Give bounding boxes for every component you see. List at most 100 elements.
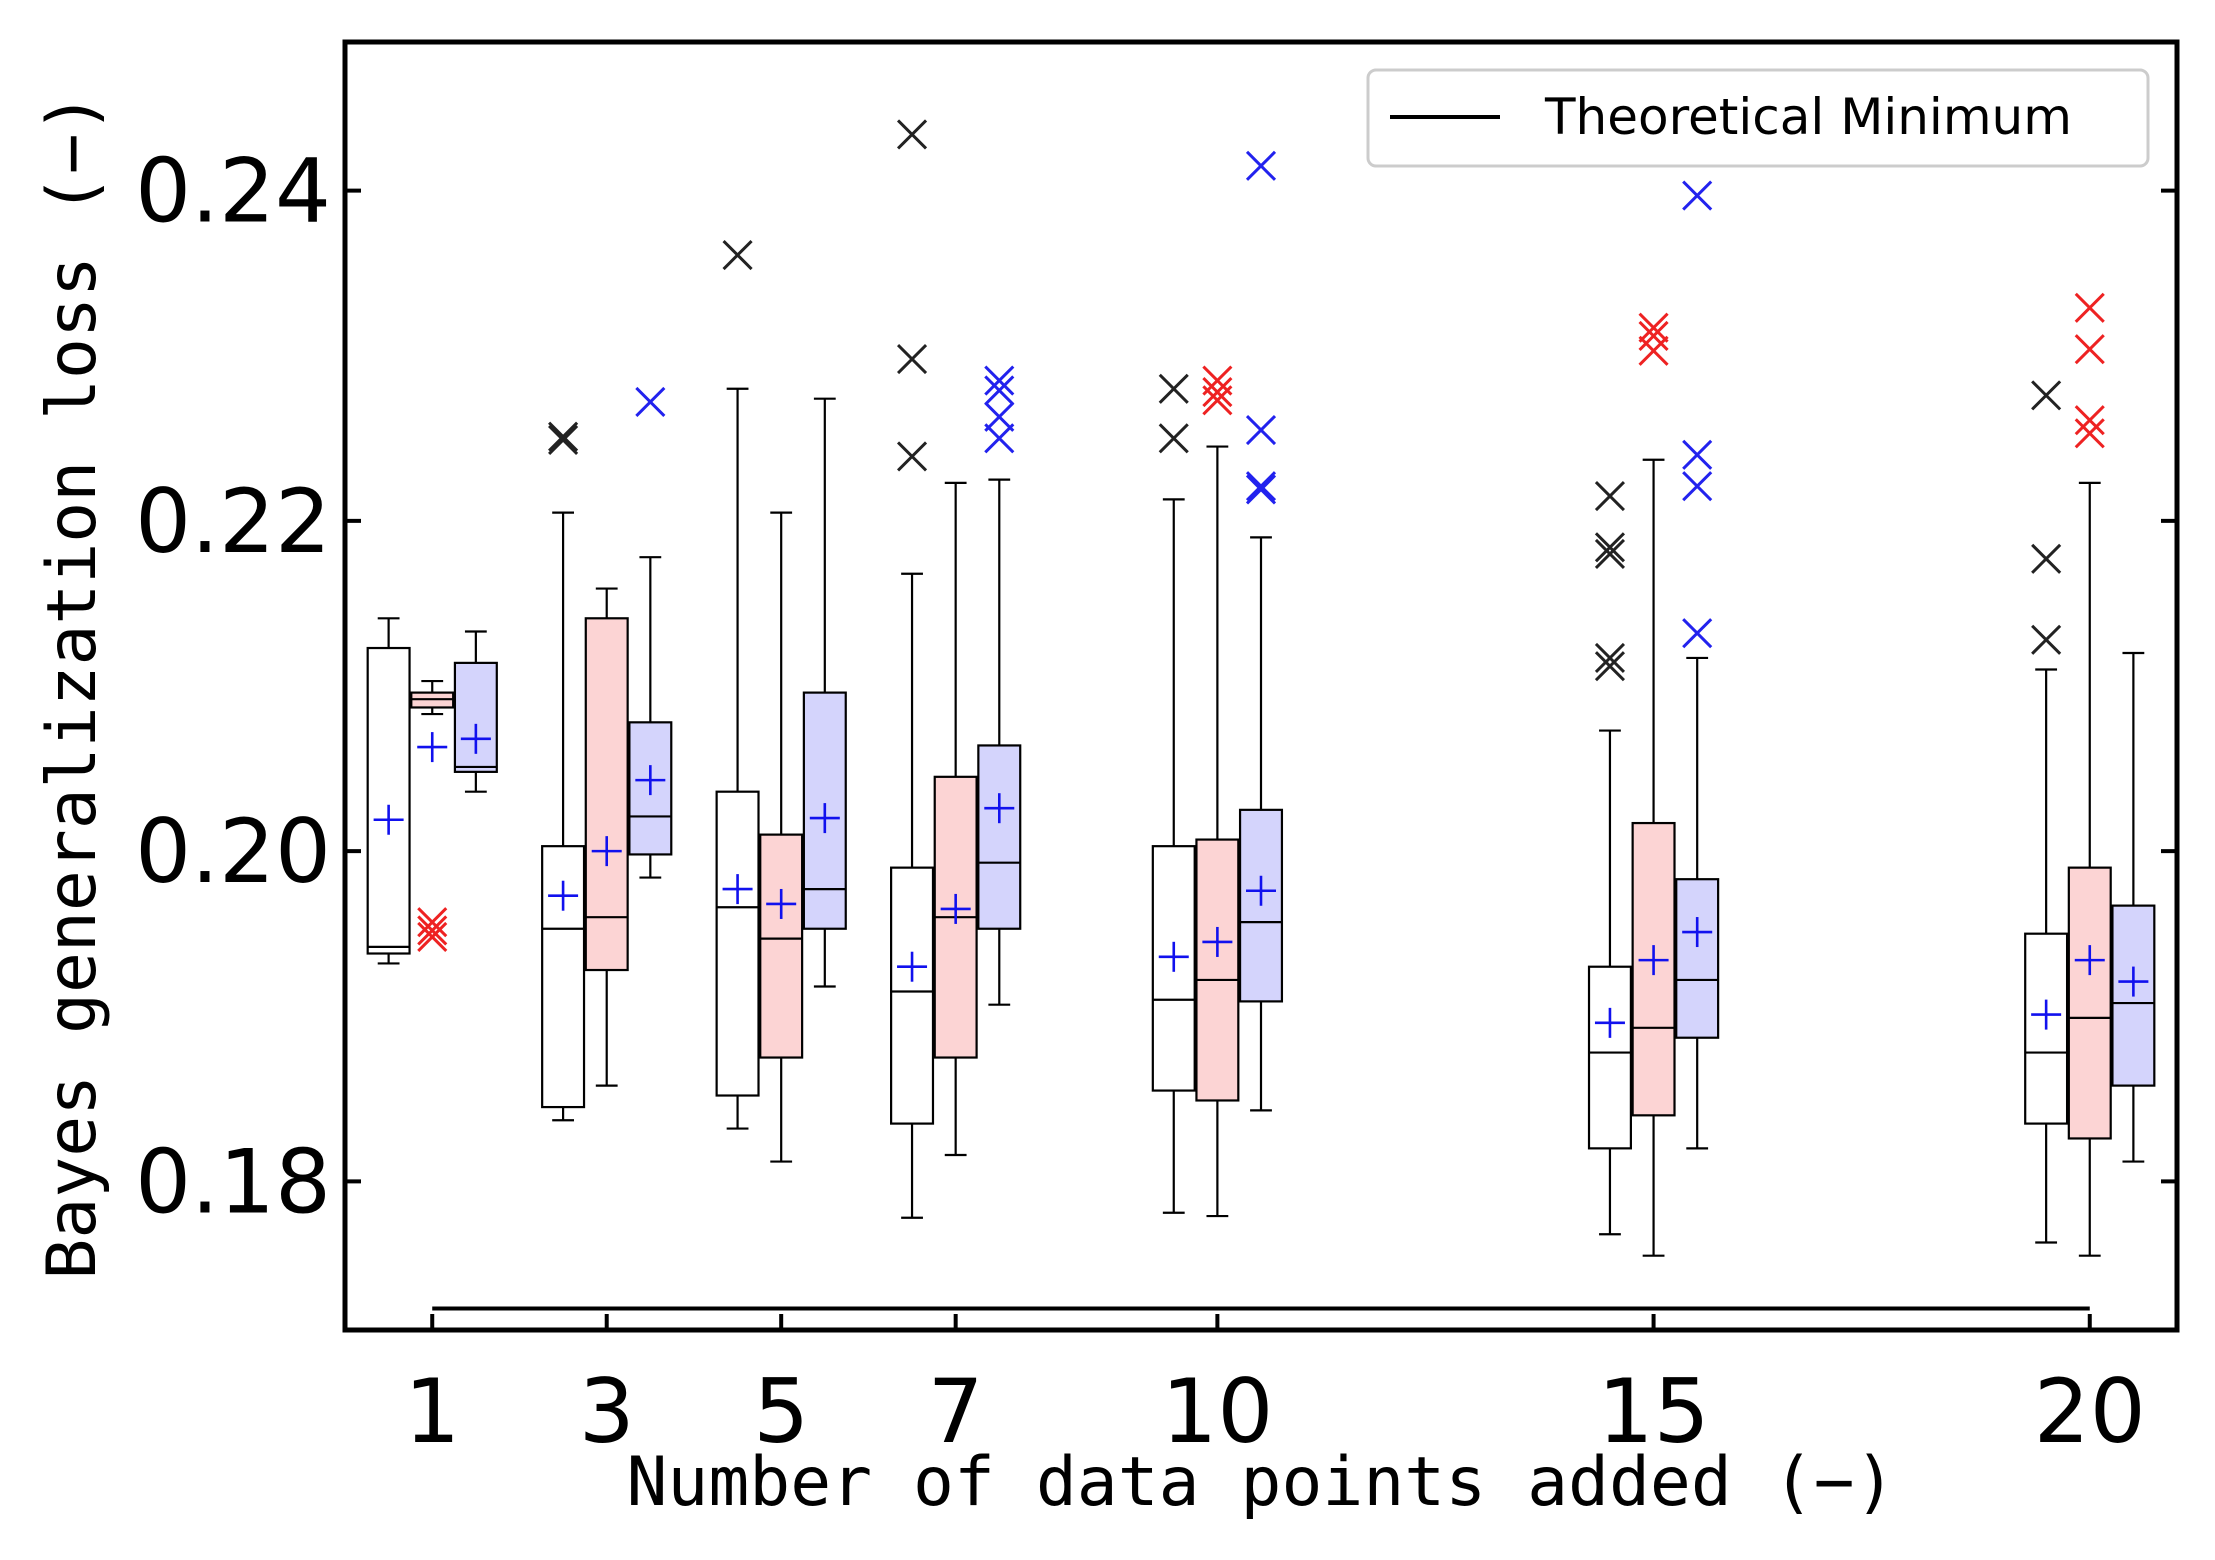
x-tick-label: 1 <box>404 1360 460 1463</box>
outlier-marker <box>417 921 448 953</box>
outlier-marker <box>2074 292 2105 323</box>
legend-label: Theoretical Minimum <box>1544 88 2072 146</box>
outlier-stroke <box>1594 532 1626 563</box>
outlier-marker <box>2031 380 2062 411</box>
x-ticks: 1 3 5 7 10 15 20 <box>404 1314 2146 1463</box>
outlier-stroke <box>1245 414 1277 446</box>
box-blue-3 <box>628 386 673 879</box>
box-blue-5 <box>802 397 847 988</box>
outlier-stroke <box>417 915 448 946</box>
outlier-stroke <box>1682 180 1713 211</box>
outlier-stroke <box>1158 373 1189 404</box>
y-tick-label: 0.22 <box>135 470 331 573</box>
outlier-marker <box>1682 439 1713 470</box>
box-white-3 <box>541 421 586 1122</box>
outlier-marker <box>2074 405 2105 436</box>
outlier-marker <box>1245 474 1277 505</box>
plot-frame <box>342 39 2180 1333</box>
box-white-7 <box>890 119 935 1219</box>
outlier-marker <box>417 915 448 946</box>
outlier-stroke <box>984 375 1015 406</box>
series-blue <box>453 150 2156 1163</box>
outlier-stroke <box>896 343 928 375</box>
outlier-marker <box>1682 180 1713 211</box>
outlier-stroke <box>2074 418 2105 449</box>
outlier-marker <box>1245 414 1277 446</box>
y-tick-label: 0.24 <box>135 140 331 243</box>
box-red-15 <box>1631 312 1676 1257</box>
x-tick-label: 7 <box>928 1360 984 1463</box>
outlier-stroke <box>548 424 579 456</box>
series-red <box>410 292 2112 1257</box>
outlier-marker <box>417 907 448 938</box>
box-iqr <box>715 790 760 1097</box>
outlier-stroke <box>1202 377 1233 408</box>
x-axis-title: Number of data points added (−) <box>626 1443 1895 1522</box>
box-white-15 <box>1587 481 1632 1236</box>
outlier-marker <box>1202 385 1233 416</box>
outlier-stroke <box>1638 335 1669 366</box>
outlier-stroke <box>417 921 448 953</box>
outlier-stroke <box>1594 651 1626 682</box>
box-red-7 <box>933 481 978 1157</box>
outlier-marker <box>1158 423 1189 454</box>
y-axis-title: Bayes generalization loss (−) <box>33 92 112 1279</box>
box-white-5 <box>715 239 760 1130</box>
outlier-marker <box>548 424 579 456</box>
outlier-stroke <box>1202 385 1233 416</box>
outlier-stroke <box>896 441 928 472</box>
outlier-stroke <box>1594 481 1626 512</box>
box-blue-20 <box>2111 651 2156 1163</box>
box-red-10 <box>1195 365 1240 1218</box>
outlier-stroke <box>984 365 1015 396</box>
outlier-stroke <box>896 119 928 150</box>
box-blue-7 <box>977 365 1022 1006</box>
x-tick-label: 5 <box>753 1360 809 1463</box>
outlier-marker <box>1594 651 1626 682</box>
outlier-marker <box>2074 334 2105 365</box>
outlier-marker <box>2031 624 2062 655</box>
outlier-marker <box>984 375 1015 406</box>
outlier-stroke <box>1638 320 1669 351</box>
outlier-stroke <box>1245 474 1277 505</box>
outlier-stroke <box>1594 642 1626 673</box>
outlier-stroke <box>1245 150 1277 181</box>
outlier-stroke <box>1682 439 1713 470</box>
outlier-stroke <box>2074 292 2105 323</box>
outlier-marker <box>1594 642 1626 673</box>
outlier-marker <box>1638 312 1669 343</box>
box-blue-15 <box>1675 180 1720 1150</box>
outlier-stroke <box>722 239 753 271</box>
box-iqr <box>759 833 804 1059</box>
y-tick-label: 0.18 <box>135 1130 331 1233</box>
boxes <box>366 119 2156 1257</box>
y-ticks: 0.18 0.20 0.22 0.24 <box>135 140 2177 1233</box>
outlier-stroke <box>417 907 448 938</box>
x-tick-label: 15 <box>1598 1360 1710 1463</box>
outlier-stroke <box>1158 423 1189 454</box>
box-iqr <box>584 617 629 972</box>
outlier-marker <box>896 119 928 150</box>
box-blue-10 <box>1238 150 1284 1112</box>
outlier-marker <box>896 441 928 472</box>
outlier-marker <box>1638 335 1669 366</box>
outlier-marker <box>984 423 1015 454</box>
outlier-marker <box>1202 377 1233 408</box>
outlier-marker <box>1594 532 1626 563</box>
box-iqr <box>977 744 1022 930</box>
box-white-20 <box>2024 380 2069 1244</box>
outlier-stroke <box>2031 543 2062 574</box>
outlier-marker <box>1638 320 1669 351</box>
box-iqr <box>2067 866 2112 1140</box>
outlier-marker <box>1682 618 1713 649</box>
box-red-5 <box>759 511 804 1163</box>
outlier-stroke <box>2031 380 2062 411</box>
box-iqr <box>890 866 935 1125</box>
y-tick-label: 0.20 <box>135 800 331 903</box>
outlier-stroke <box>984 401 1015 432</box>
outlier-stroke <box>2074 405 2105 436</box>
outlier-stroke <box>635 386 666 418</box>
box-iqr <box>1587 965 1632 1150</box>
outlier-stroke <box>1594 538 1626 569</box>
outlier-stroke <box>1245 471 1277 502</box>
